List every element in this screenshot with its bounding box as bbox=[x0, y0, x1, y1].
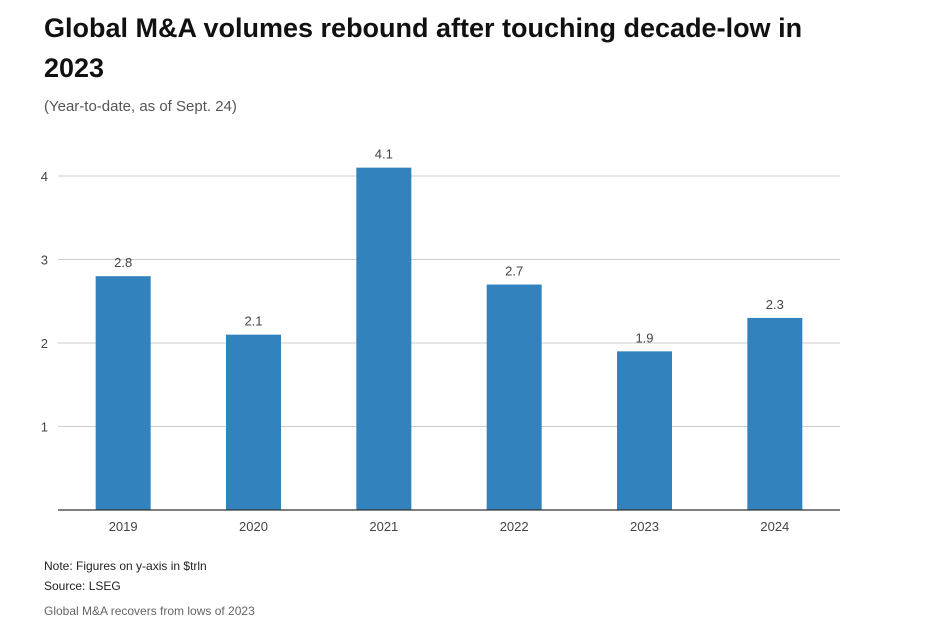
y-tick-label: 2 bbox=[41, 336, 48, 351]
grid-lines bbox=[58, 175, 840, 427]
chart-caption: Global M&A recovers from lows of 2023 bbox=[44, 604, 255, 618]
data-label-2023: 1.9 bbox=[635, 330, 653, 345]
bar-2022 bbox=[486, 284, 542, 510]
bar-2020 bbox=[226, 334, 281, 510]
bar-2024 bbox=[747, 317, 803, 510]
x-tick-label-2019: 2019 bbox=[109, 519, 138, 534]
bar-2021 bbox=[356, 167, 412, 510]
bars bbox=[95, 167, 803, 510]
footnote: Note: Figures on y-axis in $trln bbox=[44, 559, 207, 573]
data-label-2019: 2.8 bbox=[114, 255, 132, 270]
data-label-2024: 2.3 bbox=[766, 297, 784, 312]
x-tick-label-2022: 2022 bbox=[500, 519, 529, 534]
y-tick-label: 4 bbox=[41, 169, 48, 184]
data-label-2022: 2.7 bbox=[505, 264, 523, 279]
bar-2019 bbox=[95, 276, 151, 510]
x-tick-label-2023: 2023 bbox=[630, 519, 659, 534]
source-note: Source: LSEG bbox=[44, 579, 121, 593]
y-axis-ticks: 1 2 3 4 bbox=[41, 169, 48, 435]
chart-subtitle: (Year-to-date, as of Sept. 24) bbox=[44, 98, 237, 115]
data-label-2021: 4.1 bbox=[375, 147, 393, 162]
x-tick-label-2021: 2021 bbox=[369, 519, 398, 534]
x-tick-label-2020: 2020 bbox=[239, 519, 268, 534]
y-tick-label: 1 bbox=[41, 420, 48, 435]
y-tick-label: 3 bbox=[41, 253, 48, 268]
data-label-2020: 2.1 bbox=[244, 314, 262, 329]
bar-2023 bbox=[617, 351, 672, 510]
data-labels: 2.8 2.1 4.1 2.7 1.9 2.3 bbox=[114, 147, 784, 346]
chart-title: Global M&A volumes rebound after touchin… bbox=[44, 13, 803, 83]
x-tick-label-2024: 2024 bbox=[760, 519, 789, 534]
x-axis-ticks: 2019 2020 2021 2022 2023 2024 bbox=[109, 519, 790, 534]
